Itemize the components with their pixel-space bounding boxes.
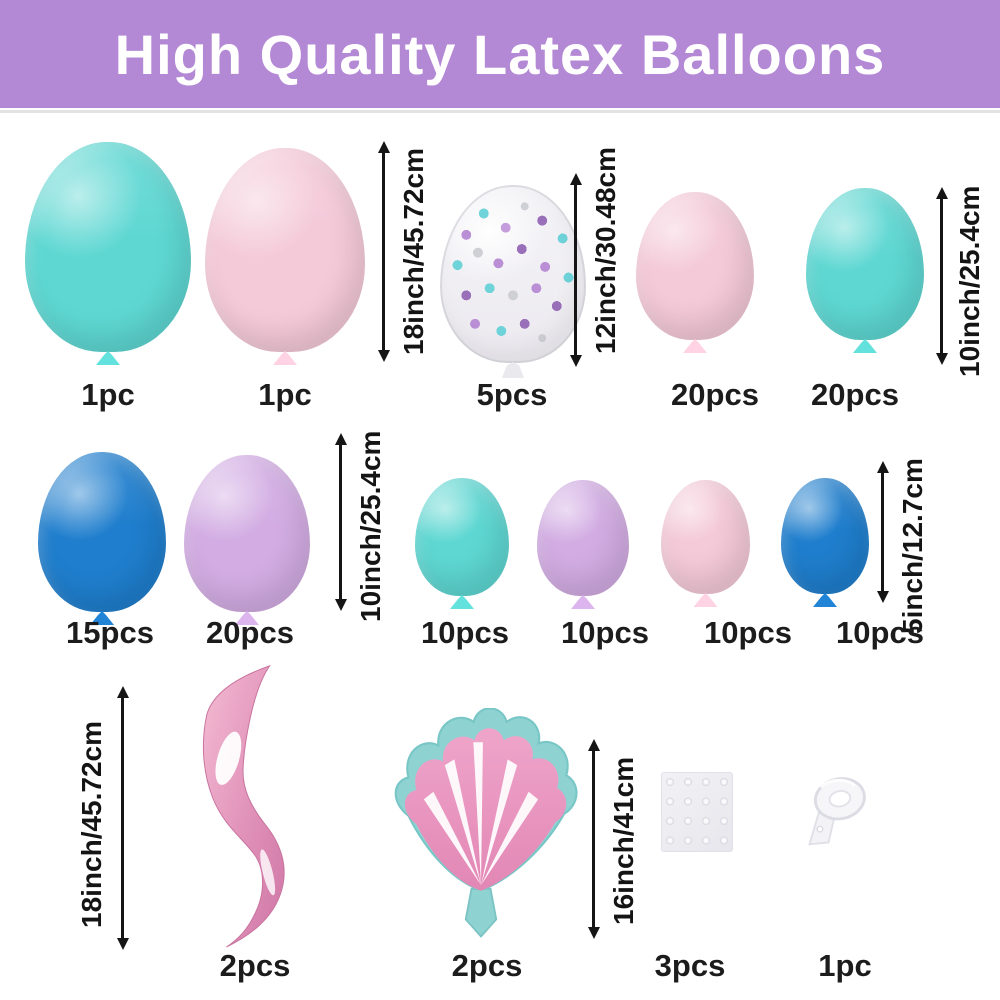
measure-arrow-12inch	[574, 182, 577, 358]
balloon-confetti-12inch	[440, 185, 586, 378]
qty-label-blue-10: 15pcs	[66, 615, 154, 650]
glue-dots-sheet	[661, 772, 733, 852]
qty-label-teal-5: 10pcs	[421, 615, 509, 650]
measure-label-5inch: 5inch/12.7cm	[897, 458, 928, 634]
balloon-knot	[273, 351, 297, 365]
qty-label-teal-18: 1pc	[81, 377, 135, 412]
balloon-knot	[693, 593, 718, 607]
balloon-teal-10inch	[806, 188, 924, 353]
qty-label-pink-18: 1pc	[258, 377, 312, 412]
measure-label-16inch: 16inch/41cm	[608, 756, 639, 925]
swirl-foil-balloon	[202, 664, 285, 948]
balloon-knot	[813, 593, 837, 607]
measure-label-10inch-row2: 10inch/25.4cm	[355, 430, 386, 622]
qty-label-purple-10: 20pcs	[206, 615, 294, 650]
balloon-purple-10inch	[184, 455, 310, 625]
measure-arrow-18inch-foil	[121, 695, 124, 941]
measure-label-18inch: 18inch/45.72cm	[398, 147, 429, 355]
qty-label-purple-5: 10pcs	[561, 615, 649, 650]
qty-label-pink-5: 10pcs	[704, 615, 792, 650]
balloon-blue-5inch	[781, 478, 869, 607]
balloon-tape-roll	[808, 777, 866, 846]
measure-label-18inch-foil: 18inch/45.72cm	[76, 720, 107, 929]
header-divider	[0, 110, 1000, 113]
measure-arrow-10inch	[940, 196, 943, 356]
qty-label-shell: 2pcs	[451, 948, 523, 983]
qty-label-blue-5: 10pcs	[836, 615, 924, 650]
page-title: High Quality Latex Balloons	[114, 22, 886, 86]
measure-arrow-16inch	[592, 748, 595, 930]
balloon-purple-5inch	[537, 480, 629, 609]
balloon-knot	[853, 339, 877, 353]
qty-label-teal-10: 20pcs	[811, 377, 899, 412]
seashell-foil-balloon	[394, 708, 578, 938]
balloon-teal-18inch	[25, 142, 191, 365]
qty-label-glue: 3pcs	[654, 948, 726, 983]
balloon-tassel	[502, 362, 524, 378]
measure-arrow-18inch	[382, 150, 385, 353]
measure-arrow-10inch-row2	[339, 442, 342, 602]
balloon-knot	[571, 595, 595, 609]
balloon-knot	[96, 351, 120, 365]
balloon-blue-10inch	[38, 452, 166, 625]
balloon-pink-10inch	[636, 192, 754, 353]
qty-label-swirl: 2pcs	[219, 948, 291, 983]
measure-label-10inch: 10inch/25.4cm	[954, 185, 985, 377]
qty-label-pink-10: 20pcs	[671, 377, 759, 412]
qty-label-ribbon: 1pc	[818, 948, 872, 983]
balloon-knot	[683, 339, 707, 353]
balloon-pink-18inch	[205, 148, 365, 365]
balloon-pink-5inch	[661, 480, 750, 607]
measure-arrow-5inch	[881, 470, 884, 594]
qty-label-confetti: 5pcs	[476, 377, 548, 412]
balloon-teal-5inch	[415, 478, 509, 609]
header-banner: High Quality Latex Balloons	[0, 0, 1000, 108]
measure-label-12inch: 12inch/30.48cm	[590, 146, 621, 354]
balloon-knot	[450, 595, 474, 609]
